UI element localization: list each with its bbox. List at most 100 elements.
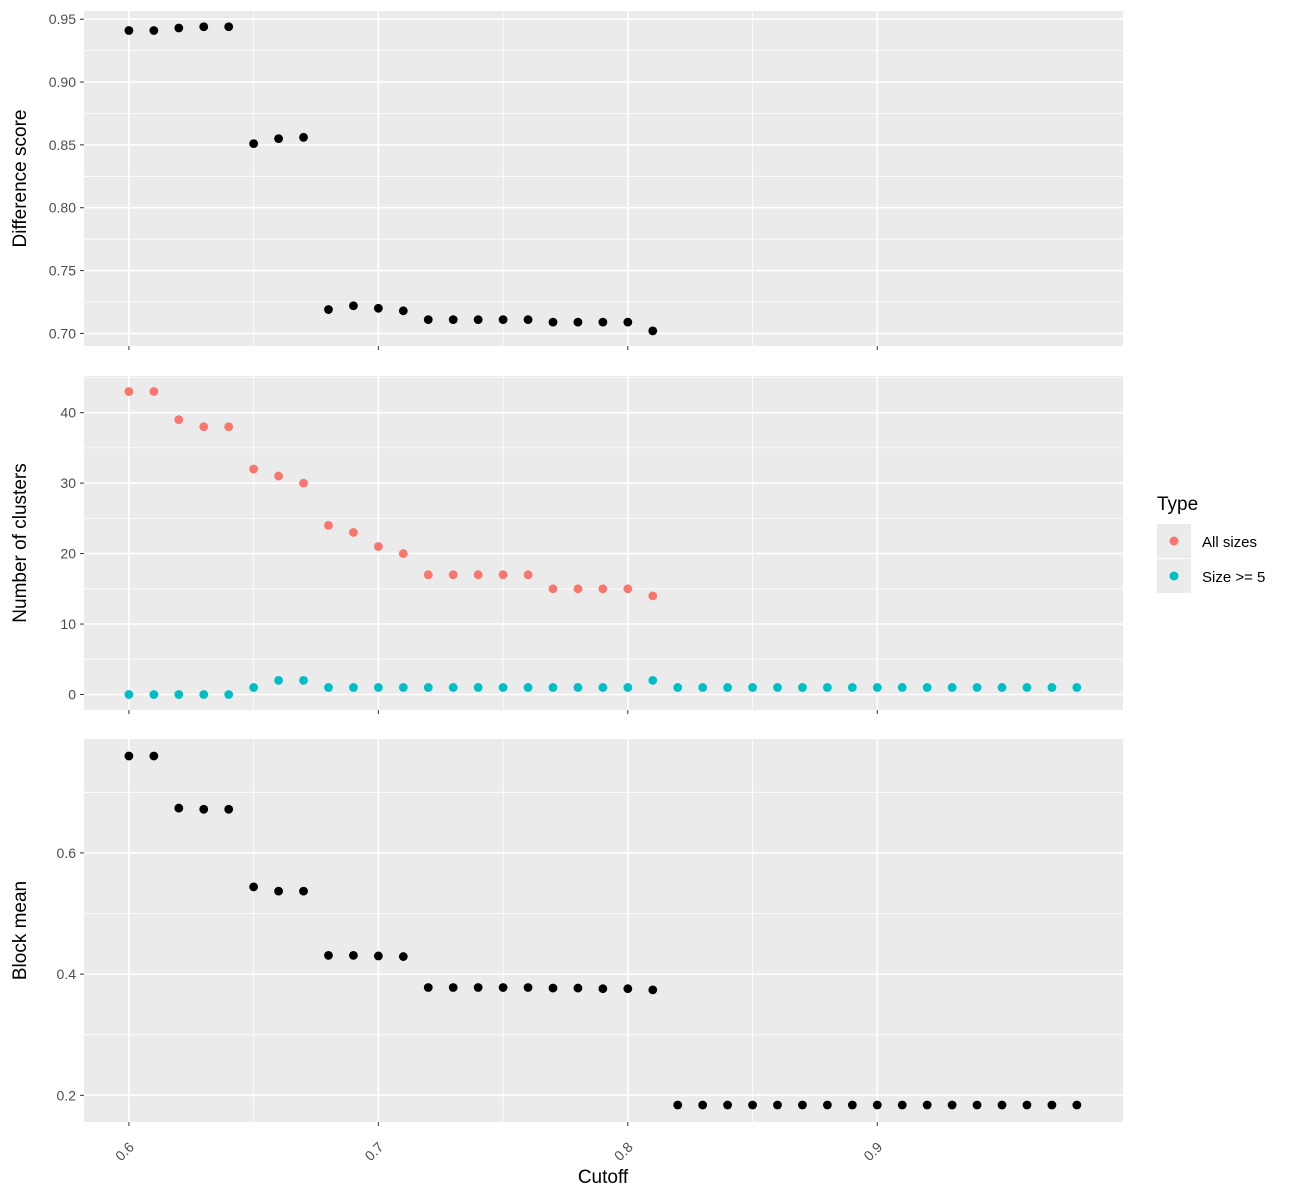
data-point-panel2-series2 bbox=[748, 683, 757, 692]
data-point-panel2-series1 bbox=[648, 591, 658, 601]
data-point-panel3-series1 bbox=[997, 1100, 1007, 1110]
data-point-panel3-series1 bbox=[723, 1100, 733, 1110]
data-point-panel2-series2 bbox=[872, 683, 882, 692]
data-point-panel3-series1 bbox=[698, 1100, 708, 1110]
data-point-panel2-series2 bbox=[623, 683, 633, 692]
data-point-panel1-series1 bbox=[398, 306, 408, 316]
panel-background bbox=[84, 739, 1123, 1122]
data-point-panel3-series1 bbox=[199, 804, 209, 814]
data-point-panel3-series1 bbox=[548, 983, 558, 993]
data-point-panel3-series1 bbox=[798, 1100, 807, 1110]
data-point-panel3-series1 bbox=[897, 1100, 907, 1110]
data-point-panel2-series2 bbox=[498, 683, 508, 692]
data-point-panel3-series1 bbox=[822, 1100, 832, 1110]
data-point-panel1-series1 bbox=[149, 26, 159, 35]
data-point-panel1-series1 bbox=[224, 22, 234, 32]
data-point-panel2-series2 bbox=[224, 690, 234, 699]
data-point-panel1-series1 bbox=[648, 326, 658, 336]
y-axis-title: Difference score bbox=[10, 110, 31, 248]
data-point-panel2-series1 bbox=[498, 570, 508, 580]
data-point-panel2-series1 bbox=[274, 471, 283, 481]
y-axis-title: Number of clusters bbox=[10, 463, 31, 622]
data-point-panel2-series2 bbox=[598, 683, 608, 692]
y-tick-label: 0.4 bbox=[57, 966, 77, 982]
data-point-panel3-series1 bbox=[124, 751, 134, 761]
data-point-panel3-series1 bbox=[1072, 1100, 1082, 1110]
data-point-panel2-series1 bbox=[548, 584, 558, 594]
data-point-panel3-series1 bbox=[872, 1100, 882, 1110]
data-point-panel1-series1 bbox=[299, 132, 308, 142]
panel-background bbox=[84, 11, 1123, 346]
panels-layer: 0.70 0.75 0.80 0.85 0.90 0.95 Difference score… bbox=[10, 11, 1123, 1164]
legend-title: Type bbox=[1157, 494, 1198, 515]
data-point-panel2-series2 bbox=[149, 690, 159, 699]
panel-1: 0.70 0.75 0.80 0.85 0.90 0.95 Difference score bbox=[10, 11, 1123, 350]
data-point-panel2-series2 bbox=[199, 690, 209, 699]
data-point-panel2-series2 bbox=[673, 683, 683, 692]
data-point-panel2-series1 bbox=[423, 570, 433, 580]
y-axis-title: Block mean bbox=[10, 881, 31, 980]
data-point-panel2-series2 bbox=[249, 683, 259, 692]
data-point-panel3-series1 bbox=[1047, 1100, 1057, 1110]
panel-2: 0 10 20 30 40 Number of clusters bbox=[10, 376, 1123, 714]
data-point-panel2-series2 bbox=[124, 690, 134, 699]
y-tick-label: 0.90 bbox=[49, 74, 76, 90]
data-point-panel2-series2 bbox=[822, 683, 832, 692]
data-point-panel3-series1 bbox=[748, 1100, 757, 1110]
data-point-panel1-series1 bbox=[498, 315, 508, 325]
data-point-panel2-series2 bbox=[798, 683, 807, 692]
data-point-panel3-series1 bbox=[773, 1100, 782, 1110]
y-tick-label: 40 bbox=[60, 405, 76, 421]
data-point-panel3-series1 bbox=[573, 983, 583, 993]
data-point-panel2-series2 bbox=[324, 683, 333, 692]
panel-3: 0.2 0.4 0.6 Block mean bbox=[10, 739, 1123, 1126]
data-point-panel3-series1 bbox=[947, 1100, 957, 1110]
data-point-panel1-series1 bbox=[199, 22, 209, 32]
data-point-panel2-series2 bbox=[299, 676, 308, 685]
data-point-panel2-series2 bbox=[698, 683, 708, 692]
data-point-panel3-series1 bbox=[1022, 1100, 1032, 1110]
data-point-panel2-series1 bbox=[598, 584, 608, 594]
data-point-panel2-series2 bbox=[349, 683, 358, 692]
data-point-panel2-series2 bbox=[1022, 683, 1032, 692]
y-tick-label: 30 bbox=[60, 475, 76, 491]
data-point-panel2-series2 bbox=[723, 683, 733, 692]
y-tick-label: 10 bbox=[60, 616, 76, 632]
data-point-panel2-series2 bbox=[423, 683, 433, 692]
data-point-panel2-series2 bbox=[773, 683, 782, 692]
data-point-panel2-series2 bbox=[573, 683, 583, 692]
data-point-panel2-series2 bbox=[274, 676, 283, 685]
data-point-panel3-series1 bbox=[398, 952, 408, 961]
data-point-panel2-series2 bbox=[398, 683, 408, 692]
y-tick-label: 0.80 bbox=[49, 200, 76, 216]
data-point-panel2-series2 bbox=[947, 683, 957, 692]
data-point-panel3-series1 bbox=[224, 804, 234, 814]
data-point-panel2-series2 bbox=[1072, 683, 1082, 692]
data-point-panel3-series1 bbox=[648, 985, 658, 995]
y-tick-label: 0.95 bbox=[49, 11, 76, 27]
data-point-panel2-series1 bbox=[199, 422, 209, 432]
legend-label-size-ge-5: Size >= 5 bbox=[1202, 569, 1265, 586]
data-point-panel2-series1 bbox=[124, 387, 134, 396]
data-point-panel3-series1 bbox=[922, 1100, 932, 1110]
data-point-panel3-series1 bbox=[149, 751, 159, 761]
data-point-panel1-series1 bbox=[274, 134, 283, 143]
data-point-panel2-series1 bbox=[373, 542, 383, 551]
data-point-panel2-series1 bbox=[174, 415, 184, 425]
data-point-panel1-series1 bbox=[623, 317, 633, 327]
data-point-panel2-series2 bbox=[972, 683, 982, 692]
data-point-panel1-series1 bbox=[373, 303, 383, 313]
data-point-panel2-series2 bbox=[548, 683, 558, 692]
data-point-panel2-series1 bbox=[448, 570, 458, 580]
legend-key-size-ge-5 bbox=[1169, 571, 1179, 581]
data-point-panel3-series1 bbox=[249, 882, 259, 892]
data-point-panel1-series1 bbox=[349, 301, 358, 311]
data-point-panel3-series1 bbox=[274, 886, 283, 896]
data-point-panel1-series1 bbox=[324, 305, 333, 314]
data-point-panel3-series1 bbox=[498, 983, 508, 992]
data-point-panel3-series1 bbox=[673, 1100, 683, 1110]
data-point-panel2-series2 bbox=[847, 683, 857, 692]
data-point-panel2-series2 bbox=[373, 683, 383, 692]
